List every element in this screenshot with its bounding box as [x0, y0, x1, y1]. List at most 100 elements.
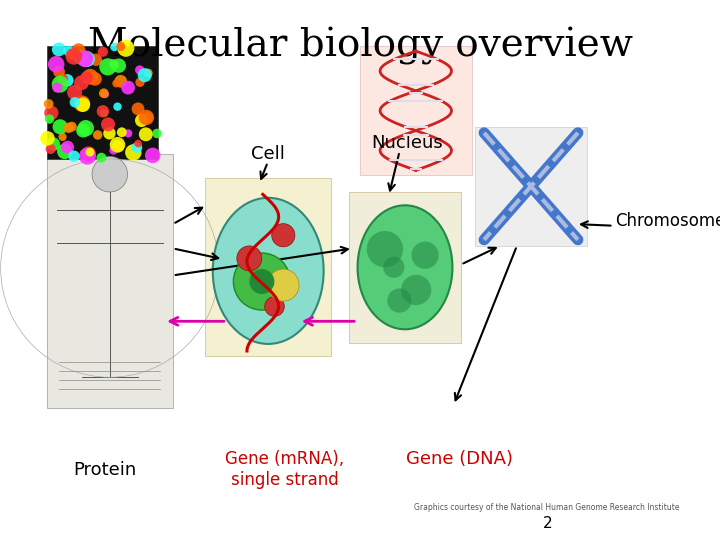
Circle shape [72, 43, 86, 57]
Bar [47, 46, 158, 159]
Circle shape [135, 78, 145, 87]
Circle shape [121, 80, 135, 94]
Circle shape [112, 79, 120, 87]
Circle shape [78, 120, 94, 137]
Circle shape [233, 253, 290, 310]
Circle shape [112, 58, 126, 73]
Circle shape [76, 98, 90, 112]
Circle shape [100, 109, 108, 117]
Circle shape [47, 137, 60, 151]
Circle shape [81, 146, 96, 161]
Circle shape [112, 140, 124, 153]
Circle shape [45, 144, 55, 154]
Circle shape [144, 69, 153, 78]
Circle shape [53, 119, 68, 134]
Circle shape [117, 127, 127, 137]
Circle shape [412, 241, 438, 269]
Circle shape [70, 97, 80, 107]
Circle shape [58, 133, 67, 141]
Circle shape [135, 114, 148, 127]
Circle shape [271, 224, 295, 247]
Circle shape [52, 83, 63, 93]
Text: Gene (DNA): Gene (DNA) [406, 450, 513, 468]
Circle shape [73, 95, 90, 112]
Circle shape [383, 256, 405, 278]
Circle shape [114, 75, 127, 87]
Circle shape [138, 68, 152, 82]
Circle shape [76, 124, 90, 138]
Circle shape [78, 51, 95, 67]
Circle shape [135, 140, 142, 147]
Circle shape [139, 127, 153, 141]
Circle shape [113, 103, 122, 111]
Circle shape [387, 288, 412, 313]
Circle shape [63, 123, 73, 133]
Circle shape [98, 46, 108, 57]
Circle shape [125, 144, 142, 160]
Circle shape [67, 85, 82, 100]
Circle shape [68, 151, 80, 162]
Circle shape [401, 275, 431, 305]
Circle shape [61, 141, 74, 153]
Circle shape [124, 129, 132, 138]
Bar [47, 154, 173, 408]
Text: Chromosome: Chromosome [616, 212, 720, 231]
Circle shape [152, 129, 162, 138]
Circle shape [103, 127, 116, 139]
Circle shape [52, 43, 66, 56]
Circle shape [117, 39, 135, 57]
Circle shape [61, 74, 73, 87]
Circle shape [53, 66, 65, 78]
Circle shape [45, 114, 54, 124]
Circle shape [237, 246, 262, 271]
Text: Graphics courtesy of the National Human Genome Research Institute: Graphics courtesy of the National Human … [415, 503, 680, 512]
Bar [475, 127, 587, 246]
Circle shape [78, 147, 96, 165]
Circle shape [90, 53, 102, 66]
Circle shape [76, 50, 93, 67]
Circle shape [67, 50, 78, 60]
Bar [360, 46, 472, 176]
Circle shape [66, 48, 82, 65]
Circle shape [110, 43, 119, 51]
Circle shape [44, 106, 58, 120]
Circle shape [52, 76, 68, 93]
Circle shape [67, 122, 77, 132]
Text: Nucleus: Nucleus [371, 134, 443, 152]
Bar [205, 178, 331, 356]
Circle shape [89, 72, 102, 86]
Circle shape [48, 56, 64, 72]
Circle shape [86, 148, 94, 157]
Circle shape [102, 91, 109, 98]
Circle shape [132, 142, 143, 153]
Circle shape [44, 99, 53, 109]
Circle shape [132, 103, 145, 115]
Text: 2: 2 [542, 516, 552, 531]
Text: Cell: Cell [251, 145, 285, 163]
Circle shape [265, 296, 284, 316]
Circle shape [145, 147, 161, 163]
Circle shape [80, 71, 93, 84]
Circle shape [57, 144, 73, 159]
Ellipse shape [358, 205, 452, 329]
Circle shape [57, 73, 68, 85]
Circle shape [82, 69, 98, 85]
Circle shape [366, 231, 403, 267]
Circle shape [99, 58, 117, 76]
Circle shape [99, 89, 109, 98]
Ellipse shape [213, 198, 324, 344]
Circle shape [249, 269, 274, 294]
Circle shape [96, 153, 107, 163]
Circle shape [109, 59, 118, 68]
Circle shape [111, 61, 119, 69]
Circle shape [96, 105, 109, 118]
Text: Molecular biology overview: Molecular biology overview [88, 27, 632, 65]
Circle shape [40, 131, 55, 146]
Circle shape [101, 117, 115, 131]
Circle shape [139, 110, 154, 125]
Circle shape [93, 130, 102, 140]
Circle shape [117, 42, 125, 51]
Circle shape [73, 50, 88, 64]
Bar [349, 192, 461, 343]
Circle shape [92, 157, 127, 192]
